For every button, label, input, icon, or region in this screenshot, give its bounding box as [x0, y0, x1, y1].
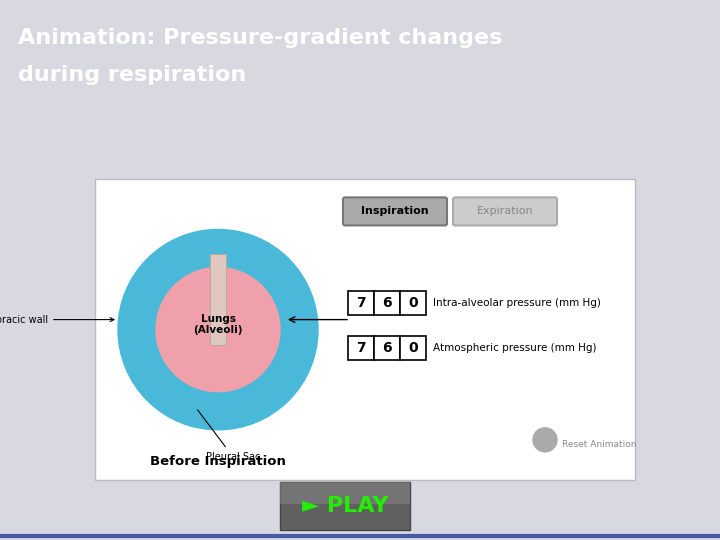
Text: Inspiration: Inspiration: [361, 206, 429, 217]
FancyBboxPatch shape: [210, 254, 226, 345]
FancyBboxPatch shape: [95, 179, 635, 480]
Text: Expiration: Expiration: [477, 206, 534, 217]
Text: during respiration: during respiration: [18, 65, 246, 85]
FancyBboxPatch shape: [400, 336, 426, 360]
Text: Animation: Pressure-gradient changes: Animation: Pressure-gradient changes: [18, 28, 503, 48]
Text: 7: 7: [356, 341, 366, 355]
Circle shape: [118, 230, 318, 430]
Circle shape: [156, 267, 280, 392]
Text: Reset Animation: Reset Animation: [562, 440, 636, 449]
Text: Lungs
(Alveoli): Lungs (Alveoli): [193, 314, 243, 335]
FancyBboxPatch shape: [374, 291, 400, 315]
FancyBboxPatch shape: [280, 482, 410, 503]
FancyBboxPatch shape: [348, 336, 374, 360]
FancyBboxPatch shape: [348, 291, 374, 315]
Text: 6: 6: [382, 341, 392, 355]
Text: Before Inspiration: Before Inspiration: [150, 455, 286, 468]
Text: ► PLAY: ► PLAY: [302, 496, 388, 516]
Text: 7: 7: [356, 295, 366, 309]
FancyBboxPatch shape: [280, 482, 410, 530]
FancyBboxPatch shape: [400, 291, 426, 315]
Text: 0: 0: [408, 295, 418, 309]
Circle shape: [533, 428, 557, 452]
Text: 6: 6: [382, 295, 392, 309]
FancyBboxPatch shape: [453, 198, 557, 225]
Text: 0: 0: [408, 341, 418, 355]
Text: Intra-alveolar pressure (mm Hg): Intra-alveolar pressure (mm Hg): [433, 298, 601, 308]
Text: Pleural Sac: Pleural Sac: [198, 410, 260, 462]
FancyBboxPatch shape: [343, 198, 447, 225]
FancyBboxPatch shape: [374, 336, 400, 360]
Text: Atmospheric pressure (mm Hg): Atmospheric pressure (mm Hg): [433, 343, 596, 353]
Text: Thoracic wall: Thoracic wall: [0, 315, 114, 325]
